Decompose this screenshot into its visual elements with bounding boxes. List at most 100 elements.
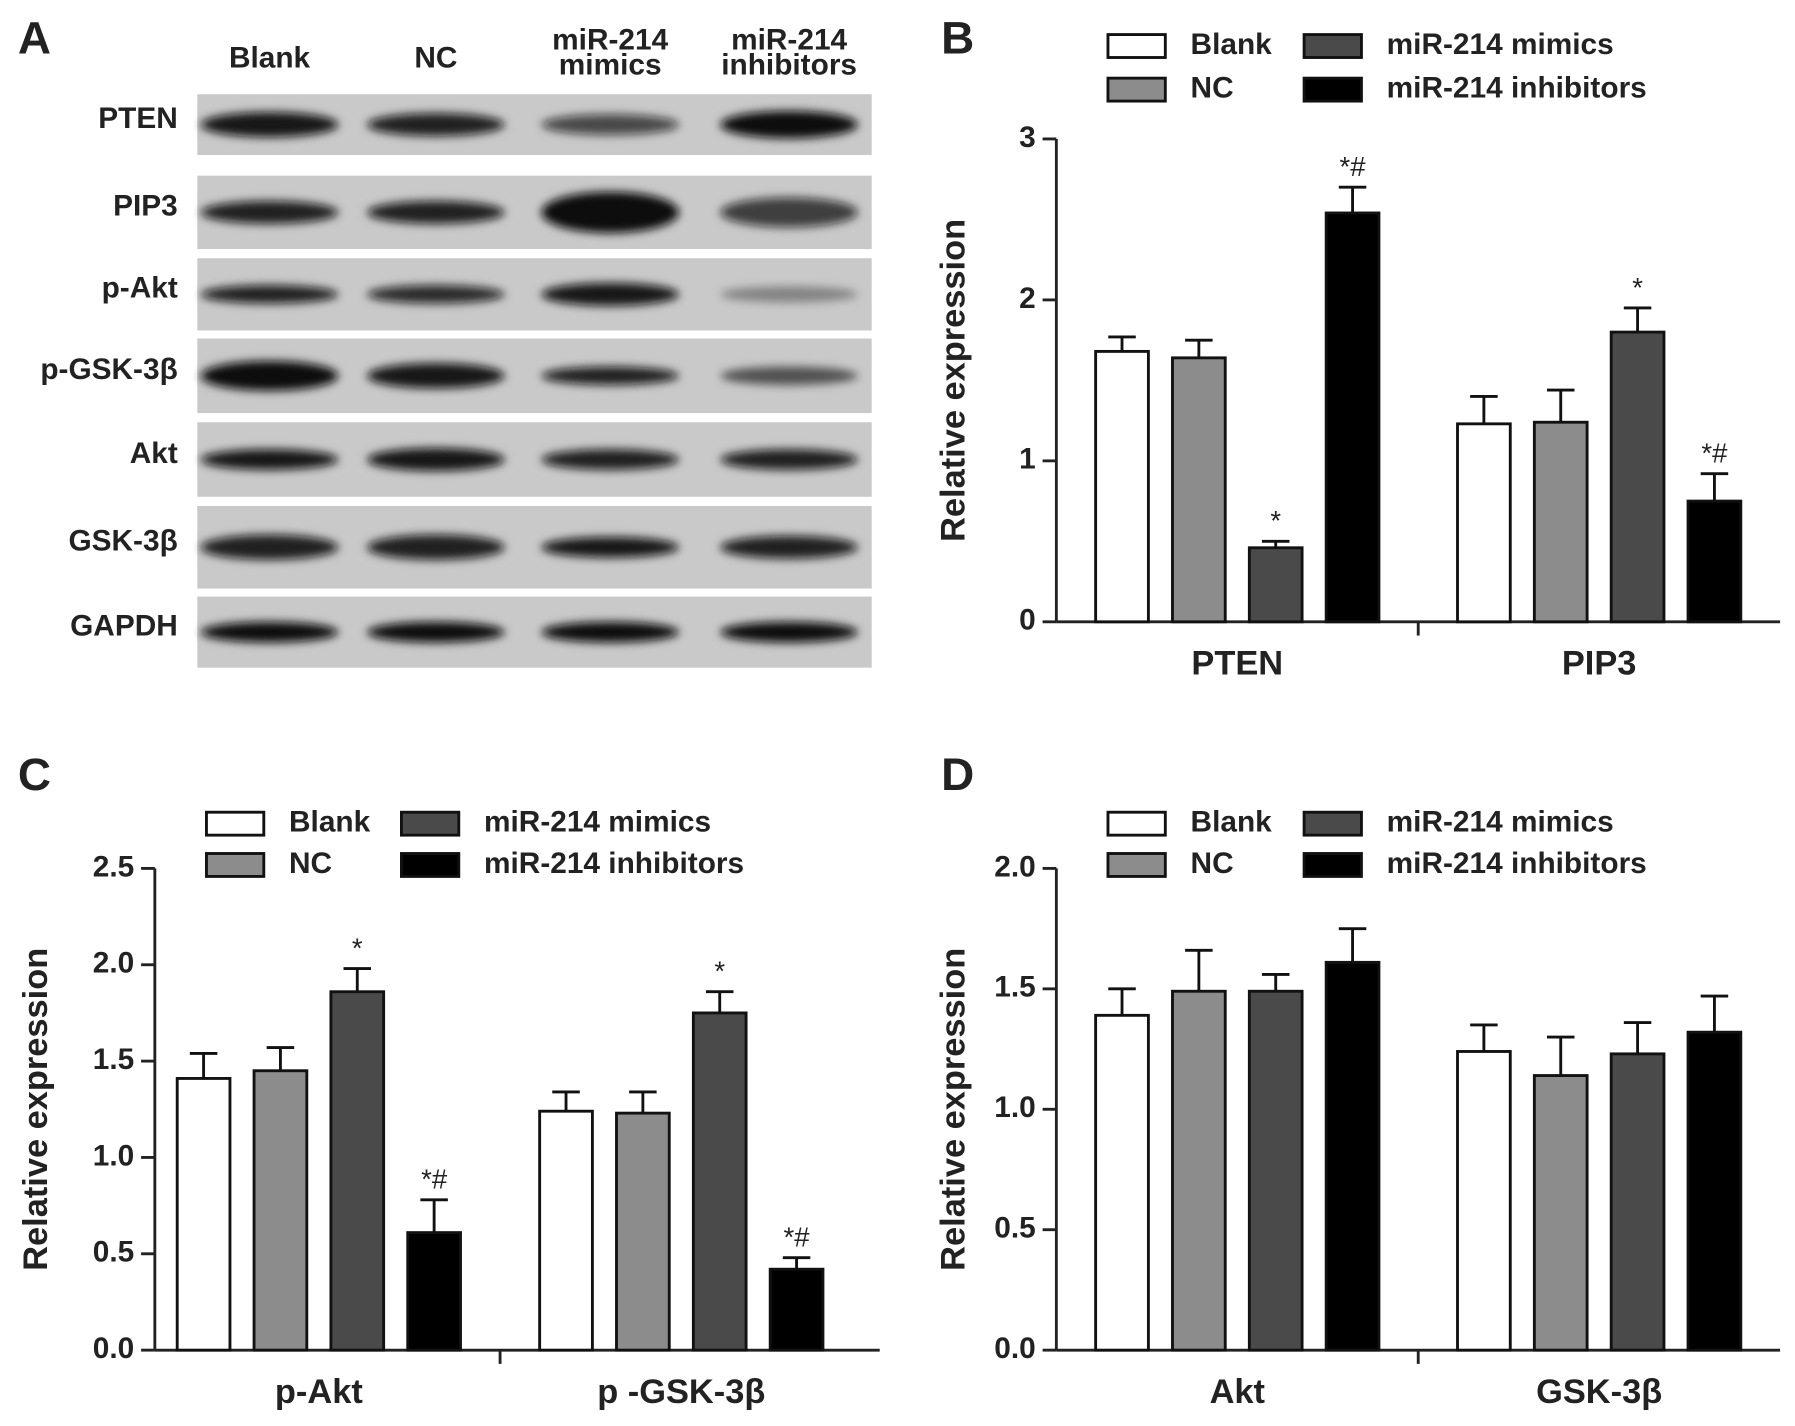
legend-label: miR-214 inhibitors (1387, 71, 1647, 104)
bar (768, 1267, 825, 1352)
legend-swatch (1302, 33, 1363, 59)
lane-label: inhibitors (721, 49, 857, 82)
significance-label: *# (1340, 151, 1367, 182)
blot-band (367, 621, 505, 643)
x-tick-label: GSK-3β (1536, 1373, 1662, 1411)
x-tick-label: p-Akt (275, 1373, 363, 1411)
legend-swatch (205, 852, 266, 878)
legend-label: miR-214 inhibitors (1387, 847, 1647, 880)
y-tick-label: 0.5 (994, 1212, 1035, 1245)
legend-label: miR-214 mimics (484, 806, 711, 839)
legend-label: NC (289, 847, 332, 880)
significance-label: *# (421, 1164, 448, 1195)
blot-band (541, 366, 680, 385)
bar (615, 1111, 671, 1352)
blot-band (541, 282, 680, 306)
blot-band (720, 110, 858, 139)
blot-band (541, 536, 680, 558)
bar (1532, 420, 1589, 624)
significance-label: * (714, 956, 725, 987)
y-tick-label: 3 (1019, 121, 1036, 154)
bar (1324, 211, 1381, 624)
bar (691, 1011, 748, 1352)
y-tick-label: 1 (1019, 443, 1036, 476)
legend-swatch (1106, 852, 1167, 878)
blot-band (367, 285, 505, 304)
legend-label: NC (1191, 71, 1234, 104)
blot-band (200, 449, 339, 470)
legend-label: NC (1191, 847, 1234, 880)
bar (1324, 960, 1381, 1352)
protein-label: p-GSK-3β (40, 353, 177, 386)
y-tick-label: 2.5 (93, 850, 134, 883)
legend-label: miR-214 mimics (1387, 806, 1614, 839)
legend-swatch (1302, 852, 1363, 878)
x-tick-label: PIP3 (1562, 644, 1637, 682)
blot-band (541, 449, 680, 470)
blot-band (367, 200, 505, 224)
y-tick-label: 0.0 (93, 1332, 134, 1365)
bar (1094, 1013, 1150, 1352)
legend-label: Blank (1191, 28, 1273, 61)
legend-swatch (1106, 33, 1167, 59)
protein-label: GSK-3β (68, 525, 177, 558)
protein-label: PIP3 (113, 190, 178, 223)
legend-label: miR-214 inhibitors (484, 847, 744, 880)
y-tick-label: 1.0 (994, 1091, 1035, 1124)
blot-band (720, 621, 858, 643)
significance-label: *# (784, 1222, 811, 1253)
panel-letter: B (941, 12, 974, 64)
blot-band (200, 534, 339, 560)
x-tick-label: PTEN (1191, 644, 1283, 682)
blot-band (367, 113, 505, 137)
significance-label: * (352, 933, 363, 964)
blot-band (720, 449, 858, 470)
legend-label: Blank (289, 806, 371, 839)
legend-label: Blank (1191, 806, 1273, 839)
legend-swatch (400, 852, 461, 878)
lane-label: mimics (559, 49, 662, 82)
blot-band (720, 286, 858, 303)
bar (1532, 1074, 1589, 1352)
bar (1247, 546, 1304, 624)
blot-band (720, 366, 858, 385)
blot-band (200, 285, 339, 304)
y-axis-title: Relative expression (935, 219, 973, 542)
bar (1686, 1030, 1743, 1352)
y-tick-label: 2.0 (93, 947, 134, 980)
legend-swatch (1106, 810, 1167, 837)
blot-band (200, 111, 339, 138)
bar (175, 1077, 232, 1352)
lane-label: miR-214 (552, 23, 668, 56)
protein-label: PTEN (98, 102, 178, 135)
blot-band (720, 197, 858, 228)
significance-label: *# (1701, 438, 1728, 469)
blot-band (200, 621, 339, 643)
legend-swatch (1302, 76, 1363, 103)
panel-letter: D (941, 748, 974, 800)
protein-label: Akt (130, 437, 178, 470)
y-axis-title: Relative expression (935, 948, 973, 1271)
y-tick-label: 1.5 (994, 971, 1035, 1004)
blot-band (200, 360, 339, 391)
bar (1686, 499, 1743, 624)
y-tick-label: 0 (1019, 604, 1036, 637)
lane-label: Blank (229, 42, 311, 75)
bar (1171, 989, 1227, 1352)
significance-label: * (1632, 272, 1643, 303)
lane-label: NC (414, 42, 457, 75)
x-tick-label: p -GSK-3β (597, 1373, 765, 1411)
significance-label: * (1270, 505, 1281, 536)
y-tick-label: 2.0 (994, 850, 1035, 883)
legend-label: miR-214 mimics (1387, 28, 1614, 61)
blot-band (367, 448, 505, 471)
bar (1094, 349, 1150, 624)
y-tick-label: 0.0 (994, 1332, 1035, 1365)
bar (1171, 356, 1227, 624)
bar (1456, 1050, 1512, 1352)
blot-band (541, 191, 680, 233)
bar (1247, 989, 1304, 1352)
panel-letter: A (18, 12, 51, 64)
blot-band (541, 621, 680, 643)
